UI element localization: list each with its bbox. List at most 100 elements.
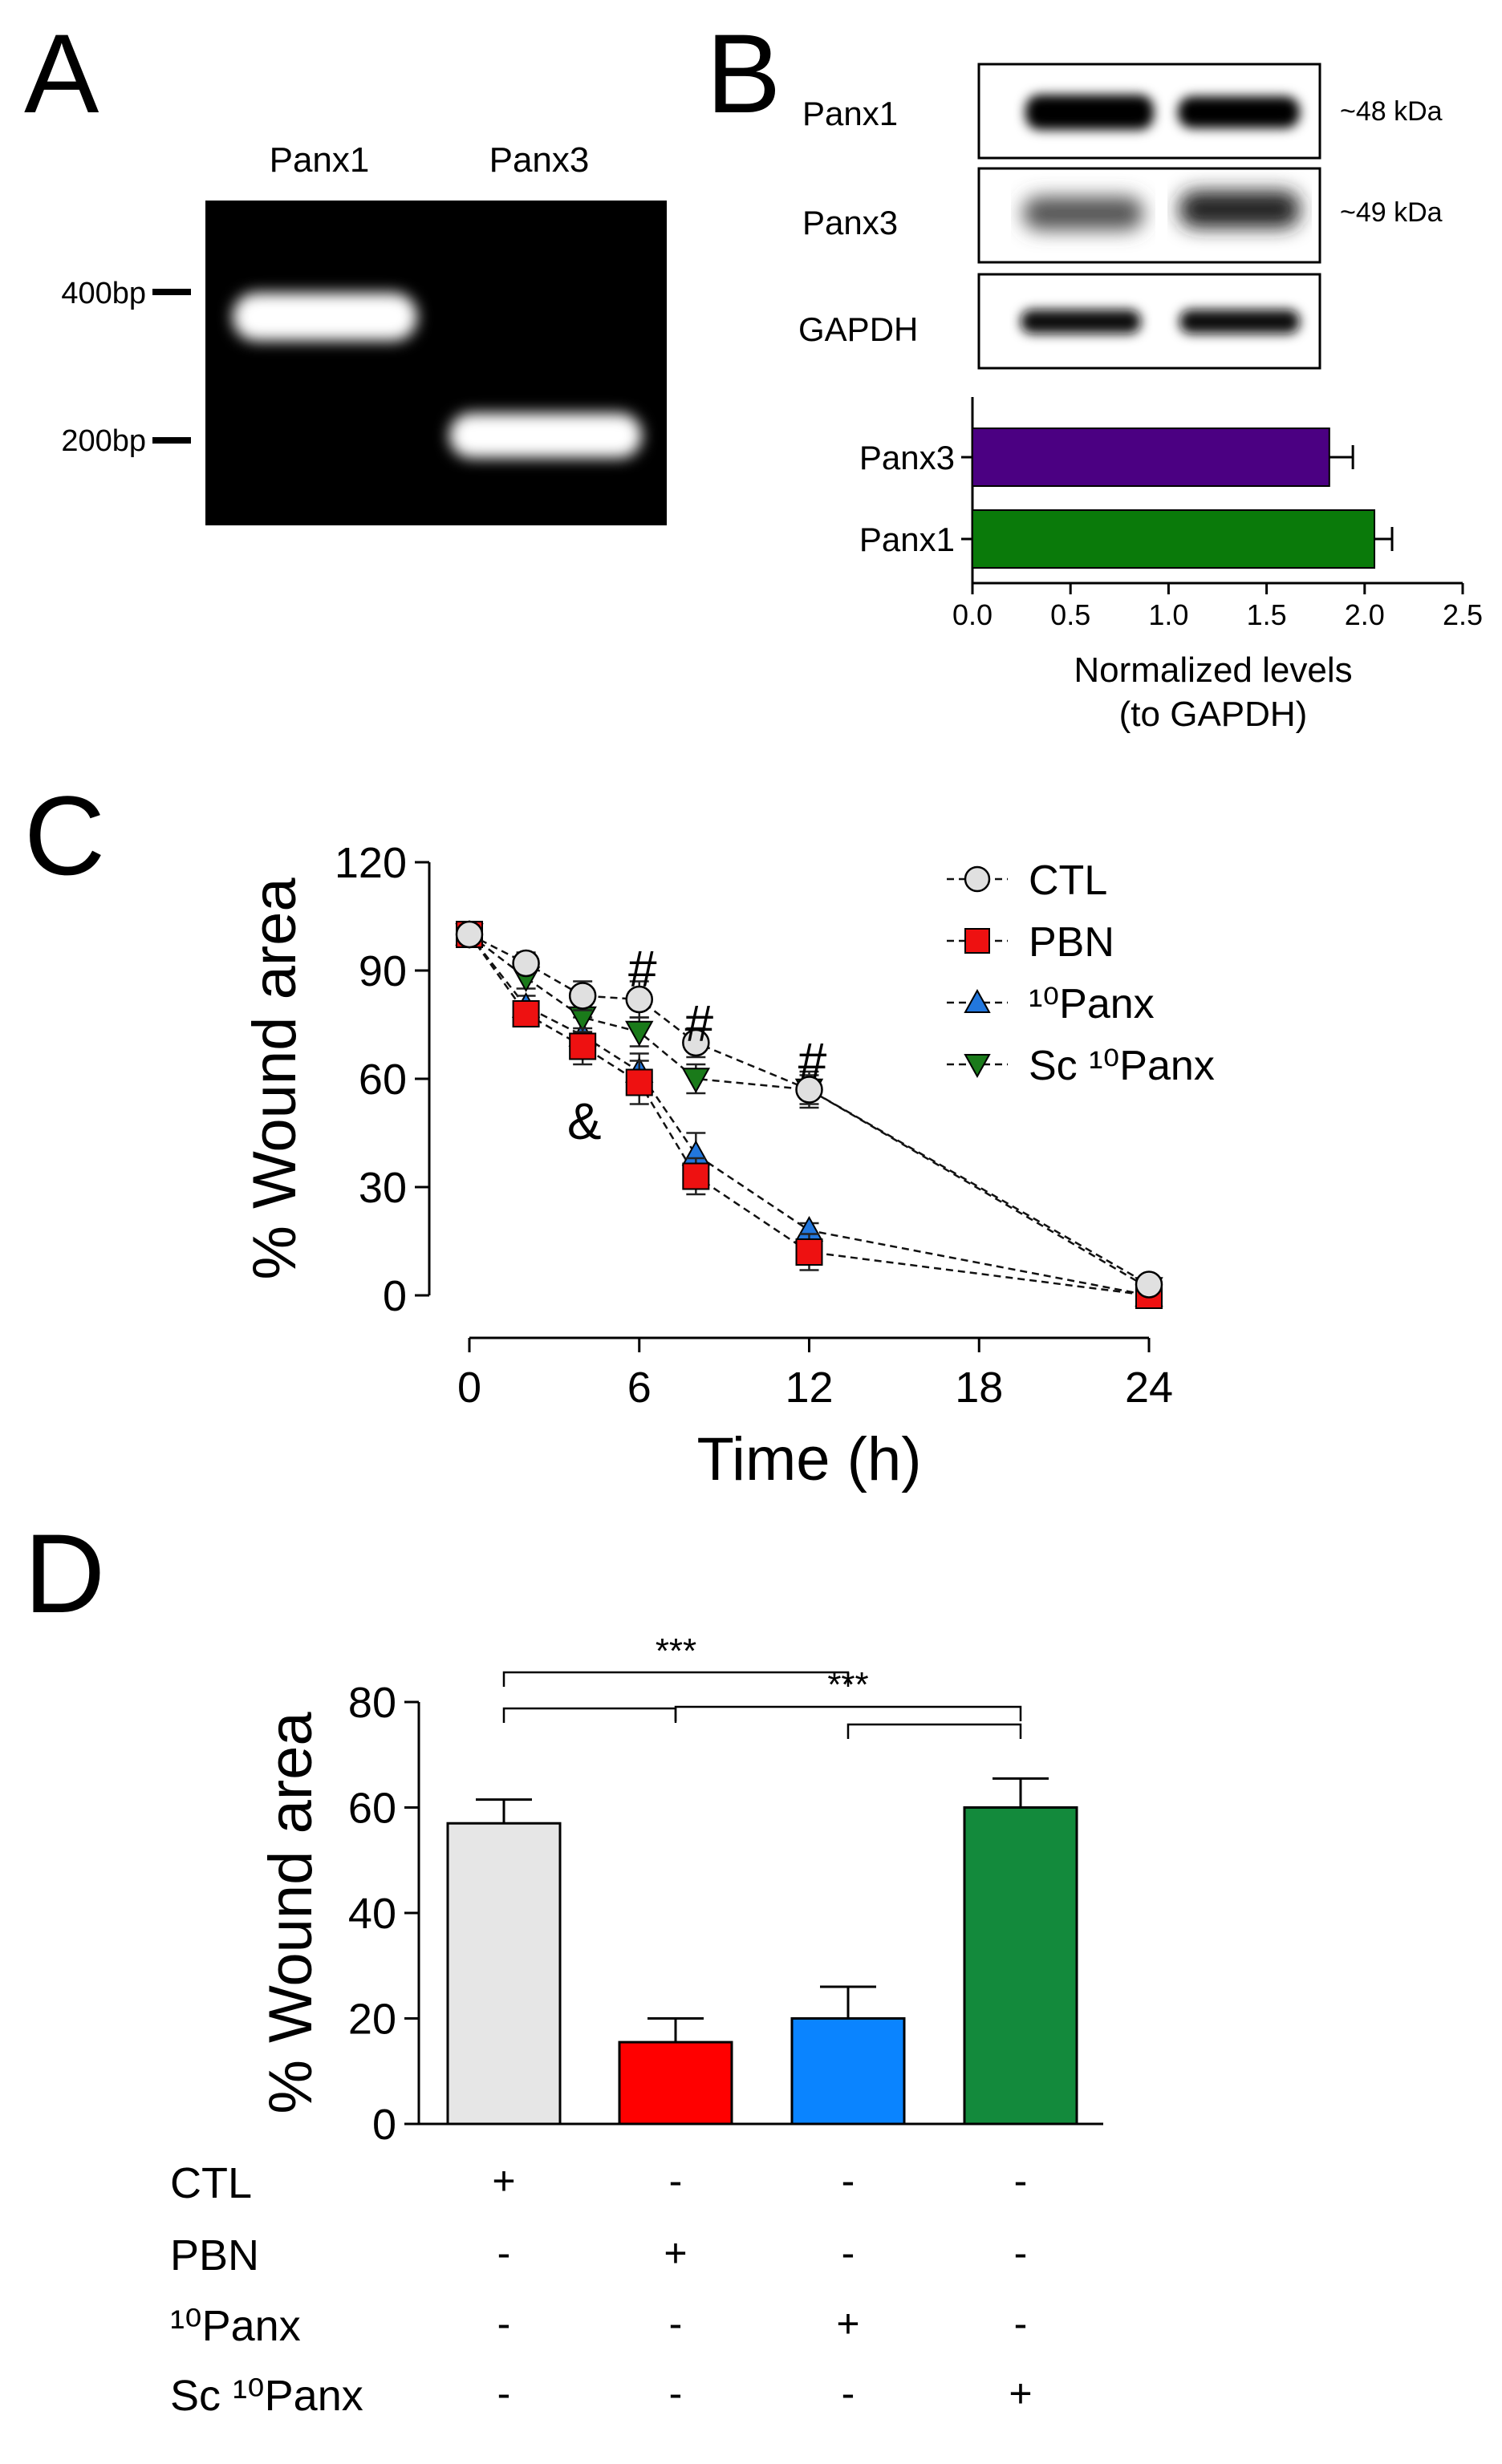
x-tick-label: 1.5 <box>1247 598 1287 631</box>
x-tick-label: 0.0 <box>952 598 993 631</box>
annotation: # <box>798 1032 827 1090</box>
legend-label: Sc ¹⁰Panx <box>1029 1043 1215 1089</box>
gel-image <box>205 201 667 525</box>
significance-bracket <box>846 1723 1022 1739</box>
panel-label-c: C <box>24 772 105 898</box>
y-tick-label: 60 <box>348 1785 396 1833</box>
data-point <box>625 1068 653 1096</box>
x-tick-label: 1.0 <box>1148 598 1188 631</box>
treatment-cell: + <box>1009 2371 1032 2416</box>
treatment-cell: - <box>842 2158 855 2203</box>
treatment-row-label: ¹⁰Panx <box>170 2302 301 2350</box>
x-tick-label: 2.5 <box>1443 598 1483 631</box>
y-axis-label: % Wound area <box>257 1712 325 2114</box>
annotation: # <box>628 940 657 998</box>
gel-lane-label: Panx3 <box>489 140 590 180</box>
x-tick-label: 24 <box>1125 1364 1173 1412</box>
annotation: # <box>685 995 714 1052</box>
chart-b: Panx3 Panx1 0.0 0.5 1.0 1.5 2.0 2.5 Normalized l… <box>859 397 1483 734</box>
treatment-row-label: Sc ¹⁰Panx <box>170 2372 363 2420</box>
panel-label-a: A <box>24 10 99 136</box>
y-tick-label: Panx3 <box>859 439 955 476</box>
blot-band <box>1179 310 1300 334</box>
bar <box>963 1806 1078 2126</box>
legend-label: CTL <box>1029 857 1107 904</box>
data-point <box>682 1028 710 1057</box>
y-axis-label: % Wound area <box>241 877 309 1280</box>
treatment-cell: - <box>497 2371 511 2416</box>
chart-d: 0 20 40 60 80 % Wound area *** *** CTL + - - - PBN - + -… <box>170 1631 1103 2420</box>
data-point <box>682 1162 710 1190</box>
treatment-cell: - <box>497 2301 511 2346</box>
blot-band <box>1025 95 1154 130</box>
treatment-row-label: CTL <box>170 2159 252 2207</box>
x-tick-label: 0.5 <box>1050 598 1090 631</box>
annotation: & <box>567 1092 602 1150</box>
data-point <box>625 1020 654 1047</box>
data-point <box>568 982 597 1010</box>
panel-label-d: D <box>24 1510 105 1636</box>
data-point <box>569 1032 597 1060</box>
treatment-cell: + <box>492 2158 515 2203</box>
treatment-cell: - <box>669 2371 683 2416</box>
y-tick-label: 60 <box>359 1056 407 1104</box>
bar <box>618 2040 733 2126</box>
legend-marker <box>964 865 991 893</box>
data-point <box>795 1076 823 1104</box>
legend-label: PBN <box>1029 919 1114 966</box>
treatment-cell: - <box>669 2158 683 2203</box>
data-point <box>681 1068 711 1094</box>
x-tick-label: 0 <box>457 1364 481 1412</box>
treatment-cell: - <box>669 2301 683 2346</box>
x-tick-label: 6 <box>627 1364 652 1412</box>
data-point <box>512 949 540 978</box>
blot-band <box>1023 197 1143 230</box>
x-tick-label: 2.0 <box>1345 598 1385 631</box>
bar <box>446 1822 562 2126</box>
legend-marker <box>964 1054 991 1079</box>
gel-marker-label: 400bp <box>61 277 146 310</box>
x-axis-label: Normalized levels <box>1074 650 1352 690</box>
treatment-cell: - <box>842 2371 855 2416</box>
blot-band <box>1178 96 1300 128</box>
blot-panel: Panx1 ~48 kDa Panx3 ~49 kDa GAPDH <box>798 63 1443 370</box>
x-axis-label: Time (h) <box>696 1425 921 1493</box>
gel-panel: Panx1 Panx3 400bp 200bp <box>61 140 667 525</box>
data-point <box>795 1238 823 1266</box>
y-tick-label: 90 <box>359 947 407 995</box>
x-tick-label: 18 <box>955 1364 1003 1412</box>
y-tick-label: 120 <box>335 839 407 887</box>
legend-marker <box>964 988 991 1013</box>
gel-band-panx3 <box>449 413 642 458</box>
significance-bracket <box>502 1707 677 1723</box>
blot-band <box>1179 191 1300 228</box>
significance-bracket <box>502 1671 850 1687</box>
blot-size-label: ~48 kDa <box>1340 96 1443 127</box>
y-tick-label: 30 <box>359 1164 407 1212</box>
treatment-cell: - <box>1014 2231 1028 2276</box>
treatment-cell: + <box>836 2301 859 2346</box>
bar <box>972 428 1330 487</box>
panel-label-b: B <box>706 10 781 136</box>
gel-marker-label: 200bp <box>61 424 146 458</box>
x-tick-label: 12 <box>785 1364 833 1412</box>
blot-row-label: Panx1 <box>802 95 898 132</box>
gel-lane-label: Panx1 <box>270 140 370 180</box>
significance-label: *** <box>827 1665 868 1704</box>
bar <box>790 2017 906 2126</box>
y-tick-label: Panx1 <box>859 521 955 558</box>
x-axis-label: (to GAPDH) <box>1119 695 1308 734</box>
y-tick-label: 20 <box>348 1996 396 2044</box>
y-tick-label: 0 <box>383 1272 407 1320</box>
significance-label: *** <box>656 1631 696 1671</box>
treatment-cell: - <box>1014 2301 1028 2346</box>
data-point <box>625 985 653 1014</box>
y-tick-label: 80 <box>348 1679 396 1727</box>
y-tick-label: 40 <box>348 1890 396 1938</box>
blot-band <box>1021 310 1141 334</box>
chart-c: 0 30 60 90 120 0 6 12 18 24 Time (h) % Wound area # #… <box>241 839 1215 1493</box>
treatment-cell: - <box>497 2231 511 2276</box>
bar <box>972 509 1376 569</box>
blot-row-label: GAPDH <box>798 310 918 348</box>
